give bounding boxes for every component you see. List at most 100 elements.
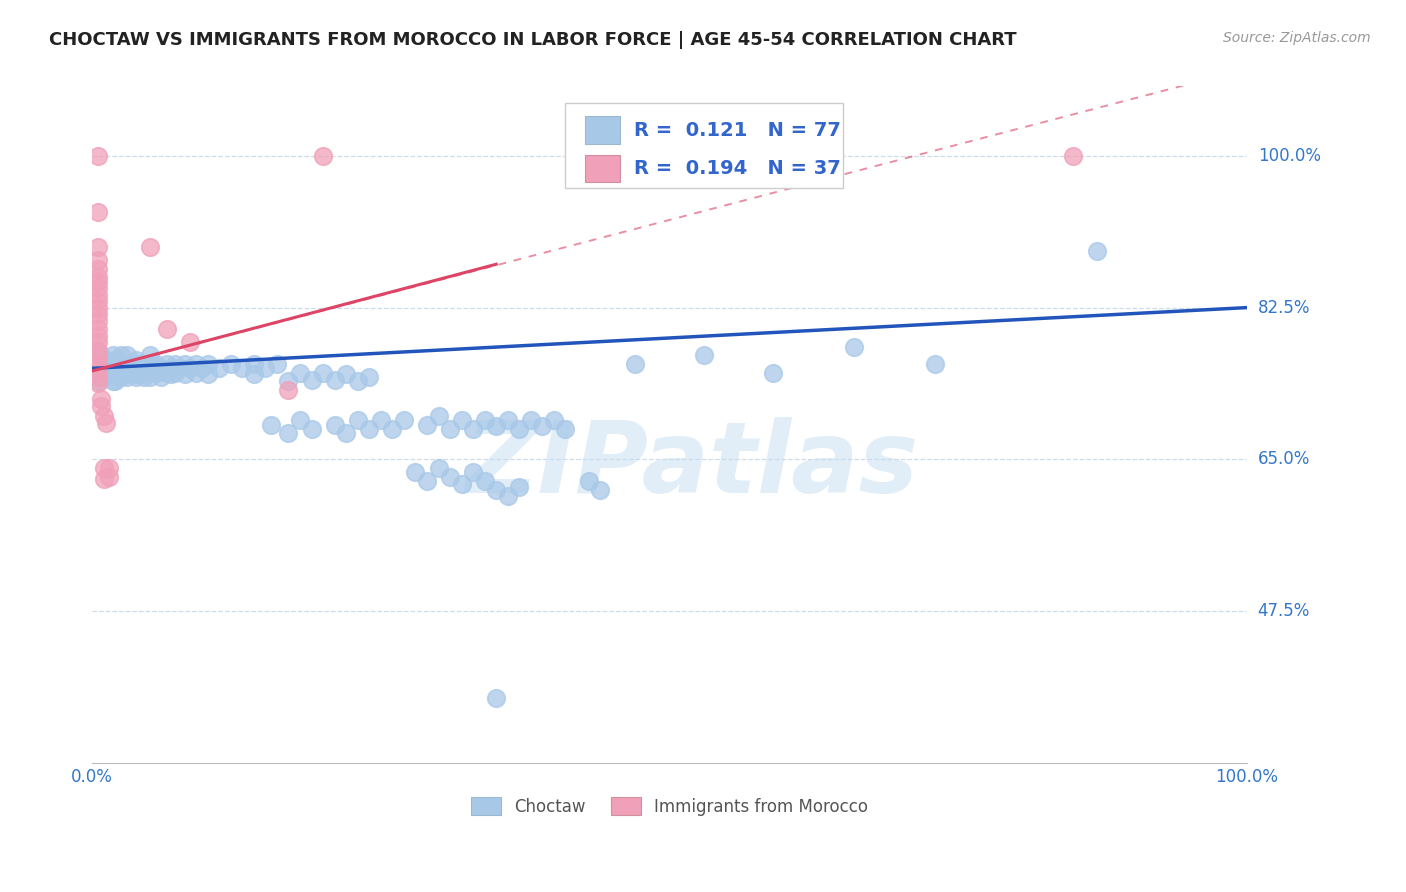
Point [842, 340, 865, 354]
Point [277, 426, 299, 441]
Text: 100.0%: 100.0% [1258, 147, 1320, 165]
Point [139, 240, 162, 254]
Point [125, 352, 148, 367]
Point [416, 474, 439, 488]
Point [335, 426, 357, 441]
Point [924, 357, 946, 371]
Point [474, 413, 496, 427]
Point [98, 461, 121, 475]
Point [87, 280, 110, 294]
Point [191, 361, 214, 376]
Point [359, 370, 381, 384]
Point [87, 261, 110, 276]
Point [323, 373, 346, 387]
Point [416, 417, 439, 432]
Point [134, 361, 156, 376]
Point [114, 368, 136, 382]
Point [179, 335, 201, 350]
Point [104, 366, 127, 380]
Legend: Choctaw, Immigrants from Morocco: Choctaw, Immigrants from Morocco [464, 790, 875, 822]
Point [93, 471, 115, 485]
Point [101, 375, 124, 389]
Point [1062, 149, 1084, 163]
Point [87, 370, 110, 384]
Point [93, 409, 115, 423]
Point [439, 470, 461, 484]
Point [87, 313, 110, 327]
Text: 47.5%: 47.5% [1258, 602, 1310, 620]
Point [312, 366, 335, 380]
Point [87, 293, 110, 308]
Text: 65.0%: 65.0% [1258, 450, 1310, 468]
Point [288, 413, 311, 427]
Point [288, 366, 311, 380]
Point [323, 417, 346, 432]
Point [90, 392, 112, 406]
Point [301, 373, 323, 387]
Point [359, 422, 381, 436]
Point [115, 361, 138, 376]
Point [243, 368, 266, 382]
Point [93, 370, 115, 384]
Point [90, 348, 112, 362]
Point [87, 329, 110, 343]
Point [104, 375, 127, 389]
Point [156, 322, 179, 336]
Point [87, 205, 110, 219]
Point [392, 413, 415, 427]
Point [121, 366, 143, 380]
Point [87, 307, 110, 321]
Point [197, 368, 219, 382]
Point [450, 413, 472, 427]
Point [139, 348, 162, 362]
Point [87, 335, 110, 350]
Point [346, 413, 368, 427]
Point [115, 348, 138, 362]
Point [127, 368, 149, 382]
Point [404, 466, 426, 480]
Point [87, 287, 110, 301]
Point [496, 489, 519, 503]
Point [277, 375, 299, 389]
Point [110, 361, 132, 376]
Point [485, 483, 508, 497]
Point [110, 370, 132, 384]
Text: ZIPatlas: ZIPatlas [465, 417, 920, 514]
Point [277, 383, 299, 397]
Point [301, 422, 323, 436]
Point [159, 368, 181, 382]
Point [156, 366, 179, 380]
Point [219, 357, 242, 371]
Point [346, 375, 368, 389]
Point [150, 370, 173, 384]
Point [87, 301, 110, 315]
Point [543, 413, 565, 427]
Point [184, 366, 207, 380]
Point [87, 252, 110, 267]
Point [260, 417, 283, 432]
Point [114, 357, 136, 371]
Point [173, 357, 195, 371]
Point [463, 466, 485, 480]
FancyBboxPatch shape [585, 155, 620, 183]
Point [87, 357, 110, 371]
Text: R =  0.121   N = 77: R = 0.121 N = 77 [634, 120, 841, 139]
Point [173, 368, 195, 382]
Point [87, 149, 110, 163]
Point [370, 413, 392, 427]
Point [93, 461, 115, 475]
Point [98, 470, 121, 484]
Point [94, 361, 117, 376]
Point [87, 350, 110, 364]
Point [136, 366, 159, 380]
Point [145, 366, 167, 380]
Point [266, 357, 288, 371]
Point [531, 419, 554, 434]
Point [94, 352, 117, 367]
Point [136, 357, 159, 371]
Point [115, 370, 138, 384]
Text: CHOCTAW VS IMMIGRANTS FROM MOROCCO IN LABOR FORCE | AGE 45-54 CORRELATION CHART: CHOCTAW VS IMMIGRANTS FROM MOROCCO IN LA… [49, 31, 1017, 49]
Point [485, 691, 508, 706]
Point [125, 370, 148, 384]
Point [110, 348, 132, 362]
